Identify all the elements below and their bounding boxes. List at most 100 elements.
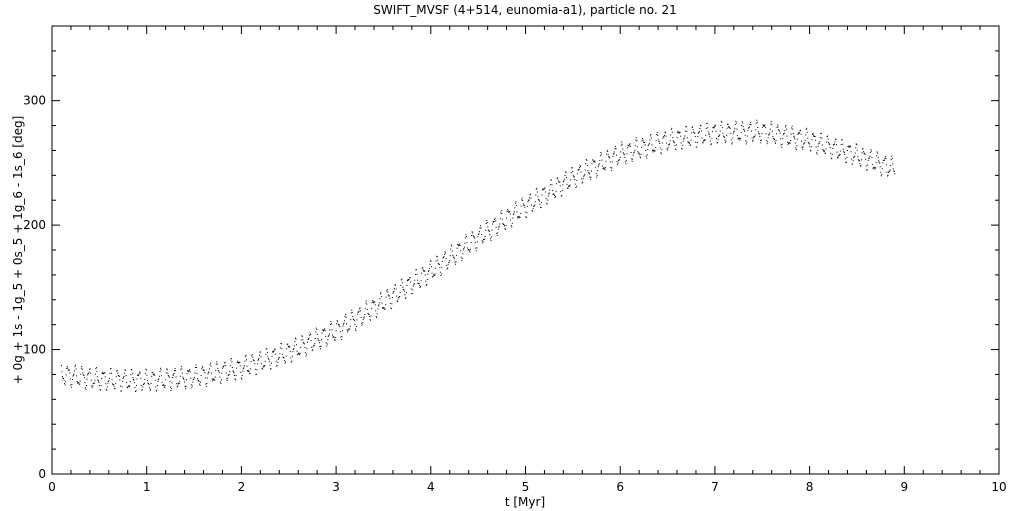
data-point: [836, 151, 838, 153]
data-point: [404, 297, 406, 299]
data-point: [444, 251, 446, 253]
data-point: [214, 379, 216, 381]
data-point: [743, 129, 745, 131]
data-point: [485, 223, 487, 224]
data-point: [882, 159, 884, 161]
data-point: [339, 330, 341, 332]
data-point: [765, 127, 767, 129]
data-point: [674, 148, 676, 150]
data-point: [515, 204, 517, 206]
data-point: [625, 163, 627, 165]
data-point: [411, 293, 413, 295]
data-point: [357, 311, 359, 313]
data-point: [232, 370, 234, 372]
data-point: [395, 284, 397, 286]
data-point: [112, 383, 114, 385]
data-point: [420, 285, 422, 287]
data-point: [403, 289, 405, 291]
data-point: [95, 367, 97, 369]
data-point: [475, 250, 477, 252]
data-point: [736, 135, 738, 137]
data-point: [876, 151, 878, 153]
data-point: [515, 201, 517, 203]
data-point: [176, 386, 178, 388]
data-point: [175, 376, 177, 378]
data-point: [394, 288, 395, 290]
data-point: [858, 159, 860, 161]
data-point: [327, 336, 329, 338]
data-point: [879, 162, 881, 164]
data-point: [486, 222, 488, 224]
data-point: [729, 126, 731, 128]
data-point: [328, 333, 330, 335]
data-point: [747, 127, 749, 129]
data-point: [299, 352, 301, 354]
data-point: [377, 305, 379, 307]
data-point: [496, 232, 498, 234]
data-point: [402, 289, 404, 290]
data-point: [812, 132, 814, 134]
data-point: [617, 162, 619, 164]
data-point: [63, 379, 65, 381]
data-point: [598, 164, 600, 166]
data-point: [127, 385, 129, 387]
data-point: [266, 352, 268, 354]
data-point: [364, 313, 366, 315]
data-point: [429, 263, 431, 265]
data-point: [536, 187, 538, 189]
data-point: [280, 343, 282, 345]
data-point: [229, 365, 231, 367]
chart-title: SWIFT_MVSF (4+514, eunomia-a1), particle…: [373, 3, 677, 17]
data-point: [852, 160, 854, 162]
data-point: [666, 148, 668, 150]
data-point: [138, 373, 140, 375]
data-point: [267, 358, 269, 360]
data-point: [715, 130, 717, 132]
data-point: [872, 167, 874, 169]
data-point: [316, 329, 318, 331]
data-point: [278, 357, 280, 359]
data-point: [788, 142, 790, 144]
data-point: [242, 370, 244, 372]
data-point: [874, 167, 875, 169]
data-point: [612, 153, 614, 155]
data-point: [447, 267, 449, 269]
data-point: [310, 339, 312, 341]
data-point: [595, 166, 597, 168]
data-point: [269, 368, 271, 370]
data-point: [83, 375, 85, 377]
data-point: [521, 197, 523, 199]
data-point: [635, 137, 637, 139]
data-point: [464, 242, 466, 244]
x-tick-label: 2: [238, 480, 246, 494]
data-point: [248, 371, 250, 373]
data-point: [616, 154, 618, 156]
data-point: [734, 123, 736, 125]
data-point: [173, 373, 175, 375]
data-point: [472, 232, 474, 234]
data-point: [174, 367, 176, 369]
data-point: [746, 135, 748, 137]
data-point: [579, 165, 581, 167]
data-point: [584, 169, 586, 171]
data-point: [182, 376, 184, 378]
data-point: [336, 320, 338, 322]
x-tick-label: 6: [616, 480, 624, 494]
data-point: [816, 153, 818, 155]
data-point: [732, 137, 734, 139]
data-point: [693, 132, 695, 134]
data-point: [670, 128, 672, 130]
data-point: [386, 290, 388, 292]
data-point: [460, 256, 462, 258]
data-point: [650, 133, 652, 135]
data-point: [283, 357, 285, 359]
data-point: [649, 135, 651, 137]
data-point: [457, 244, 459, 246]
data-point: [92, 383, 94, 385]
data-point: [613, 151, 615, 153]
data-point: [187, 370, 189, 372]
data-point: [778, 129, 780, 131]
data-point: [866, 169, 868, 171]
data-point: [510, 219, 512, 221]
data-point: [794, 142, 796, 144]
